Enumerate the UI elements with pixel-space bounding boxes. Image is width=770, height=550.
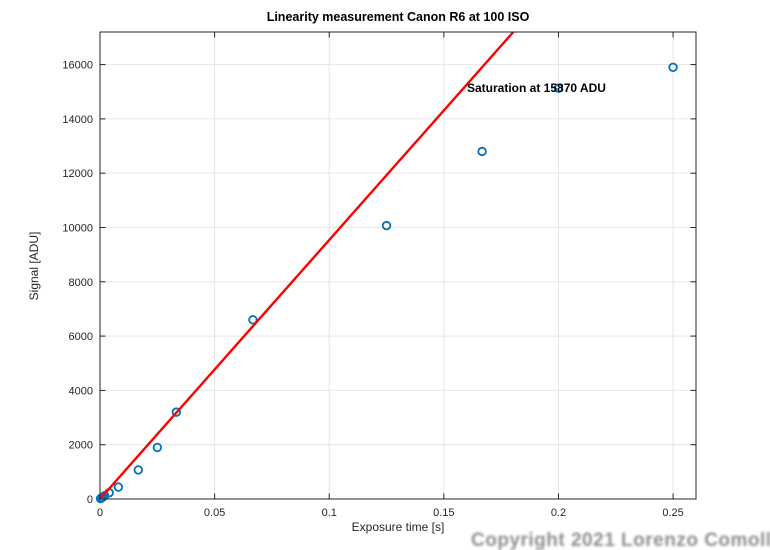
y-tick-label: 0: [87, 494, 93, 506]
y-axis-label: Signal [ADU]: [27, 231, 41, 301]
data-point-marker: [477, 146, 487, 157]
data-point-marker: [248, 315, 258, 325]
x-tick-label: 0.15: [433, 507, 454, 519]
y-tick-label: 6000: [69, 331, 93, 343]
copyright-watermark: Copyright 2021 Lorenzo Comolli: [471, 530, 770, 550]
y-tick-label: 2000: [69, 440, 93, 452]
axes-frame: [99, 31, 697, 500]
data-point-marker: [171, 407, 182, 417]
x-tick-label: 0: [97, 507, 103, 519]
data-point-marker: [152, 442, 163, 453]
data-point-marker: [133, 465, 143, 475]
x-tick-label: 0.25: [662, 507, 683, 519]
y-tick-label: 12000: [62, 168, 93, 180]
data-point-marker: [381, 220, 392, 231]
x-axis-label: Exposure time [s]: [351, 520, 445, 534]
y-tick-label: 8000: [69, 277, 93, 289]
data-point-marker: [113, 482, 124, 492]
y-tick-label: 14000: [62, 114, 93, 126]
saturation-annotation: Saturation at 15870 ADU: [467, 81, 606, 95]
data-point-marker: [553, 83, 564, 93]
fit-line: [99, 31, 515, 500]
y-tick-label: 16000: [62, 60, 93, 72]
y-tick-label: 10000: [62, 222, 93, 234]
x-tick-label: 0.05: [204, 507, 225, 519]
y-tick-label: 4000: [69, 385, 93, 397]
data-point-marker: [668, 62, 678, 72]
x-tick-label: 0.2: [551, 507, 566, 519]
x-tick-label: 0.1: [322, 507, 337, 519]
chart-title: Linearity measurement Canon R6 at 100 IS…: [266, 10, 530, 24]
